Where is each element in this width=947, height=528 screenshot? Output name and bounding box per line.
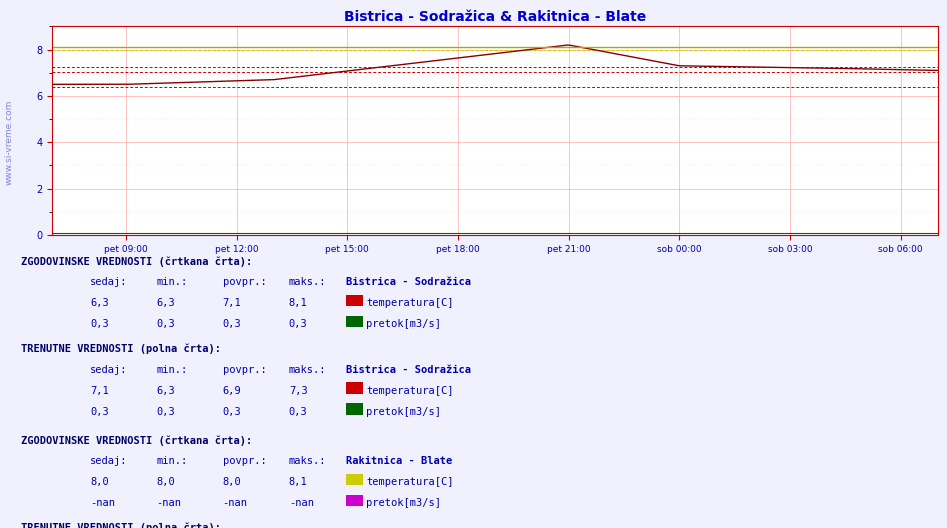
Text: 8,1: 8,1 <box>289 477 308 487</box>
Text: Bistrica - Sodražica: Bistrica - Sodražica <box>346 365 471 375</box>
Text: ZGODOVINSKE VREDNOSTI (črtkana črta):: ZGODOVINSKE VREDNOSTI (črtkana črta): <box>21 257 252 267</box>
Text: 8,1: 8,1 <box>289 298 308 308</box>
Text: TRENUTNE VREDNOSTI (polna črta):: TRENUTNE VREDNOSTI (polna črta): <box>21 523 221 528</box>
Text: 7,1: 7,1 <box>223 298 241 308</box>
Text: -nan: -nan <box>156 498 181 508</box>
Text: 8,0: 8,0 <box>223 477 241 487</box>
Text: min.:: min.: <box>156 278 188 287</box>
Bar <box>346 316 363 327</box>
Text: 0,3: 0,3 <box>90 407 109 417</box>
Text: TRENUTNE VREDNOSTI (polna črta):: TRENUTNE VREDNOSTI (polna črta): <box>21 344 221 354</box>
Text: Bistrica - Sodražica: Bistrica - Sodražica <box>346 278 471 287</box>
Text: 8,0: 8,0 <box>90 477 109 487</box>
Text: 6,3: 6,3 <box>156 298 175 308</box>
Text: 0,3: 0,3 <box>223 319 241 329</box>
Text: 0,3: 0,3 <box>156 319 175 329</box>
Text: temperatura[C]: temperatura[C] <box>366 386 454 396</box>
Text: 0,3: 0,3 <box>289 319 308 329</box>
Bar <box>346 295 363 306</box>
Title: Bistrica - Sodražica & Rakitnica - Blate: Bistrica - Sodražica & Rakitnica - Blate <box>344 10 646 24</box>
Text: -nan: -nan <box>223 498 247 508</box>
Text: 6,9: 6,9 <box>223 386 241 396</box>
Text: sedaj:: sedaj: <box>90 456 128 466</box>
Text: min.:: min.: <box>156 365 188 375</box>
Text: maks.:: maks.: <box>289 278 327 287</box>
Text: min.:: min.: <box>156 456 188 466</box>
Text: 8,0: 8,0 <box>156 477 175 487</box>
Text: povpr.:: povpr.: <box>223 456 266 466</box>
Text: 0,3: 0,3 <box>289 407 308 417</box>
Text: povpr.:: povpr.: <box>223 365 266 375</box>
Text: 0,3: 0,3 <box>90 319 109 329</box>
Text: sedaj:: sedaj: <box>90 278 128 287</box>
Text: 0,3: 0,3 <box>223 407 241 417</box>
Text: 0,3: 0,3 <box>156 407 175 417</box>
Text: pretok[m3/s]: pretok[m3/s] <box>366 407 441 417</box>
Text: temperatura[C]: temperatura[C] <box>366 477 454 487</box>
Text: maks.:: maks.: <box>289 456 327 466</box>
Bar <box>346 403 363 414</box>
Text: 6,3: 6,3 <box>90 298 109 308</box>
Text: sedaj:: sedaj: <box>90 365 128 375</box>
Bar <box>346 382 363 394</box>
Text: 7,3: 7,3 <box>289 386 308 396</box>
Text: pretok[m3/s]: pretok[m3/s] <box>366 498 441 508</box>
Text: 7,1: 7,1 <box>90 386 109 396</box>
Text: -nan: -nan <box>90 498 115 508</box>
Text: -nan: -nan <box>289 498 313 508</box>
Text: Rakitnica - Blate: Rakitnica - Blate <box>346 456 452 466</box>
Text: pretok[m3/s]: pretok[m3/s] <box>366 319 441 329</box>
Text: maks.:: maks.: <box>289 365 327 375</box>
Bar <box>346 495 363 506</box>
Text: 6,3: 6,3 <box>156 386 175 396</box>
Text: www.si-vreme.com: www.si-vreme.com <box>5 100 14 185</box>
Text: temperatura[C]: temperatura[C] <box>366 298 454 308</box>
Text: povpr.:: povpr.: <box>223 278 266 287</box>
Text: ZGODOVINSKE VREDNOSTI (črtkana črta):: ZGODOVINSKE VREDNOSTI (črtkana črta): <box>21 435 252 446</box>
Bar <box>346 474 363 485</box>
